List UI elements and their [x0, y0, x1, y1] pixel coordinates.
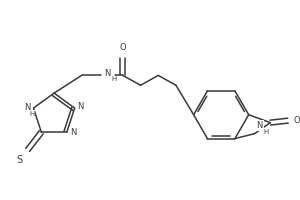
Text: H: H: [29, 111, 34, 117]
Text: O: O: [294, 116, 300, 125]
Text: N: N: [78, 102, 84, 111]
Text: O: O: [120, 43, 126, 52]
Text: N: N: [256, 121, 263, 130]
Text: H: H: [263, 129, 269, 135]
Text: S: S: [16, 155, 23, 165]
Text: H: H: [111, 76, 116, 82]
Text: N: N: [24, 103, 31, 112]
Text: N: N: [104, 69, 111, 78]
Text: N: N: [70, 128, 76, 137]
